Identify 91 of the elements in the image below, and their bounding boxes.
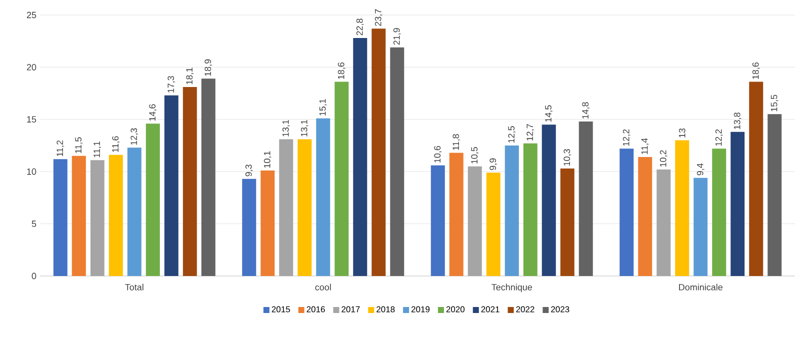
data-label: 18,6 [338, 62, 346, 79]
bar [72, 156, 86, 276]
data-label: 15,5 [770, 94, 778, 112]
bar [730, 132, 745, 276]
bar [768, 114, 782, 276]
bar [372, 28, 386, 276]
bar [712, 148, 726, 276]
bar [523, 143, 538, 276]
bar [90, 160, 104, 276]
data-label: 12,2 [715, 129, 723, 146]
bar [430, 165, 445, 276]
data-label: 12,5 [508, 126, 516, 143]
legend-label: 2015 [272, 306, 290, 312]
legend-label: 2016 [306, 306, 325, 312]
bar [560, 168, 574, 276]
bar [279, 139, 294, 276]
legend-label: 2020 [446, 306, 465, 312]
data-label: 18,9 [204, 59, 212, 76]
data-label: 14,5 [545, 105, 553, 122]
bar [127, 148, 142, 276]
x-tick-label: Total [125, 284, 144, 290]
y-tick-label: 5 [32, 220, 36, 227]
data-label: 21,9 [393, 28, 401, 45]
bar [298, 139, 312, 276]
bar [694, 178, 708, 276]
data-label: 18,6 [752, 62, 760, 79]
data-label: 9,9 [490, 158, 498, 170]
bar [468, 166, 482, 276]
bar [353, 38, 368, 276]
bar [108, 154, 123, 276]
legend-label: 2018 [376, 306, 395, 312]
data-label: 23,7 [374, 9, 382, 26]
bar [449, 152, 464, 276]
data-label: 10,2 [660, 150, 668, 167]
bar [164, 95, 178, 276]
data-label: 17,3 [168, 76, 176, 92]
bar [316, 118, 330, 276]
data-label: 13,1 [282, 120, 290, 136]
data-label: 11,4 [641, 138, 649, 154]
data-label: 13 [678, 128, 686, 138]
data-label: 9,3 [245, 164, 253, 176]
bar [390, 47, 404, 276]
data-label: 18,1 [186, 68, 194, 84]
data-label: 11,5 [75, 137, 83, 154]
data-label: 11,8 [452, 134, 460, 150]
data-label: 12,2 [622, 129, 630, 146]
data-label: 10,3 [564, 149, 572, 166]
bar [334, 82, 349, 276]
data-label: 12,7 [526, 124, 534, 141]
data-label: 10,1 [264, 151, 272, 168]
bar [578, 121, 593, 276]
bar [182, 87, 197, 276]
bar [620, 148, 634, 276]
data-label: 12,3 [130, 128, 138, 145]
y-tick-label: 25 [26, 12, 36, 18]
data-label: 10,5 [471, 147, 479, 164]
bar [242, 178, 256, 276]
x-tick-label: Dominicale [679, 284, 722, 290]
data-label: 13,1 [300, 120, 308, 136]
bar [542, 124, 556, 276]
bar [260, 170, 275, 276]
bar [675, 140, 690, 276]
bar [201, 78, 216, 276]
y-tick-label: 20 [26, 64, 36, 70]
data-label: 22,8 [356, 18, 364, 36]
y-tick-label: 10 [27, 168, 36, 175]
y-tick-label: 15 [27, 116, 36, 123]
data-label: 13,8 [734, 112, 742, 130]
legend-label: 2017 [342, 306, 360, 312]
data-label: 10,6 [434, 146, 442, 162]
bar [486, 172, 500, 276]
data-label: 14,8 [582, 102, 590, 119]
bar [638, 156, 652, 276]
data-label: 14,6 [149, 104, 157, 121]
data-label: 11,6 [112, 136, 120, 152]
legend-label: 2019 [411, 306, 430, 312]
data-label: 9,4 [696, 163, 704, 176]
data-label: 11,1 [94, 142, 102, 158]
legend-label: 2021 [481, 306, 500, 312]
data-label: 11,2 [56, 140, 64, 156]
data-label: 15,1 [319, 99, 327, 116]
legend-label: 2023 [551, 306, 570, 312]
x-tick-label: cool [315, 284, 331, 290]
y-tick-label: 0 [32, 272, 36, 280]
bar [749, 82, 764, 276]
bar [504, 145, 519, 276]
bar [146, 124, 160, 276]
x-tick-label: Technique [492, 284, 532, 292]
bar [656, 170, 671, 276]
legend-label: 2022 [516, 306, 534, 312]
bar [53, 159, 68, 276]
